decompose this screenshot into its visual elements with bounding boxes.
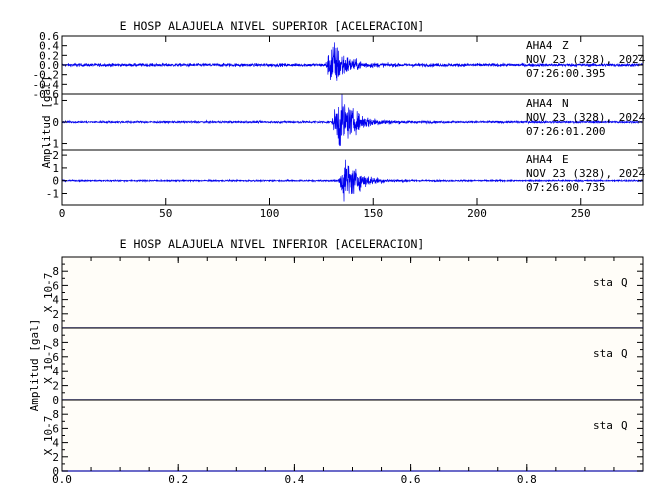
upper-x-tick-label: 200 bbox=[467, 207, 487, 220]
upper-y-tick-label: 1 bbox=[52, 94, 59, 107]
component-code: Z bbox=[562, 39, 569, 52]
lower-y-tick-label: 2 bbox=[52, 451, 59, 464]
upper-x-tick-label: 100 bbox=[260, 207, 280, 220]
upper-y-tick-label: -0.6 bbox=[33, 88, 60, 101]
station-code: sta bbox=[593, 347, 613, 360]
upper-y-tick-label: 0.2 bbox=[39, 49, 59, 62]
record-date: NOV 23 (328), 2024 bbox=[526, 53, 646, 66]
upper-y-tick-label: -0.4 bbox=[33, 78, 60, 91]
scale-factor-label: X 10-7 bbox=[42, 344, 55, 384]
record-date: NOV 23 (328), 2024 bbox=[526, 111, 646, 124]
station-code: AHA4 bbox=[526, 39, 553, 52]
component-code: Q bbox=[621, 419, 628, 432]
record-time: 07:26:00.395 bbox=[526, 67, 605, 80]
upper-y-tick-label: 0.4 bbox=[39, 40, 59, 53]
scale-factor-label: X 10-7 bbox=[42, 273, 55, 313]
component-code: Q bbox=[621, 347, 628, 360]
upper-x-tick-label: 50 bbox=[159, 207, 172, 220]
lower-y-tick-label: 2 bbox=[52, 308, 59, 321]
upper-y-tick-label: 0.0 bbox=[39, 59, 59, 72]
lower-panel-frame bbox=[61, 399, 644, 472]
lower-x-tick-label: 0.8 bbox=[517, 473, 537, 486]
lower-panel-frame bbox=[61, 327, 644, 401]
lower-y-tick-label: 4 bbox=[52, 437, 59, 450]
lower-y-tick-label: 2 bbox=[52, 380, 59, 393]
upper-y-tick-label: -1 bbox=[46, 138, 59, 151]
lower-panel-frame bbox=[61, 256, 644, 329]
upper-y-tick-label: 0 bbox=[52, 116, 59, 129]
scale-factor-label: X 10-7 bbox=[42, 416, 55, 456]
lower-x-tick-label: 0.6 bbox=[401, 473, 421, 486]
lower-x-tick-label: 0.0 bbox=[52, 473, 72, 486]
upper-y-tick-label: 0 bbox=[52, 175, 59, 188]
lower-y-tick-label: 0 bbox=[52, 322, 59, 335]
lower-y-tick-label: 0 bbox=[52, 394, 59, 407]
lower-y-tick-label: 8 bbox=[52, 408, 59, 421]
upper-y-tick-label: 0.6 bbox=[39, 30, 59, 43]
lower-y-tick-label: 0 bbox=[52, 465, 59, 478]
component-code: E bbox=[562, 153, 569, 166]
upper-x-tick-label: 250 bbox=[571, 207, 591, 220]
upper-y-tick-label: 2 bbox=[52, 149, 59, 162]
component-code: N bbox=[562, 97, 569, 110]
lower-y-axis-label: Amplitud [gal] bbox=[28, 319, 41, 412]
lower-chart-title: E HOSP ALAJUELA NIVEL INFERIOR [ACELERAC… bbox=[120, 237, 425, 251]
upper-trace-e bbox=[61, 159, 644, 202]
lower-y-tick-label: 6 bbox=[52, 279, 59, 292]
upper-trace-n bbox=[61, 94, 644, 147]
lower-y-tick-label: 4 bbox=[52, 365, 59, 378]
upper-y-axis-label: Amplitud [gal] bbox=[40, 76, 53, 169]
record-date: NOV 23 (328), 2024 bbox=[526, 167, 646, 180]
upper-y-tick-label: -1 bbox=[46, 187, 59, 200]
station-code: AHA4 bbox=[526, 97, 553, 110]
upper-chart-title: E HOSP ALAJUELA NIVEL SUPERIOR [ACELERAC… bbox=[120, 19, 425, 33]
record-time: 07:26:01.200 bbox=[526, 125, 605, 138]
lower-y-tick-label: 6 bbox=[52, 422, 59, 435]
lower-x-tick-label: 0.4 bbox=[284, 473, 304, 486]
upper-y-tick-label: 1 bbox=[52, 162, 59, 175]
component-code: Q bbox=[621, 276, 628, 289]
lower-y-tick-label: 6 bbox=[52, 351, 59, 364]
lower-y-tick-label: 8 bbox=[52, 336, 59, 349]
station-code: sta bbox=[593, 419, 613, 432]
record-time: 07:26:00.735 bbox=[526, 181, 605, 194]
station-code: AHA4 bbox=[526, 153, 553, 166]
station-code: sta bbox=[593, 276, 613, 289]
upper-trace-z bbox=[61, 42, 644, 81]
upper-x-tick-label: 150 bbox=[363, 207, 383, 220]
upper-x-tick-label: 0 bbox=[59, 207, 66, 220]
lower-y-tick-label: 4 bbox=[52, 294, 59, 307]
lower-y-tick-label: 8 bbox=[52, 265, 59, 278]
upper-panel-frame bbox=[61, 149, 644, 206]
upper-y-tick-label: -0.2 bbox=[33, 69, 60, 82]
lower-x-tick-label: 0.2 bbox=[168, 473, 188, 486]
